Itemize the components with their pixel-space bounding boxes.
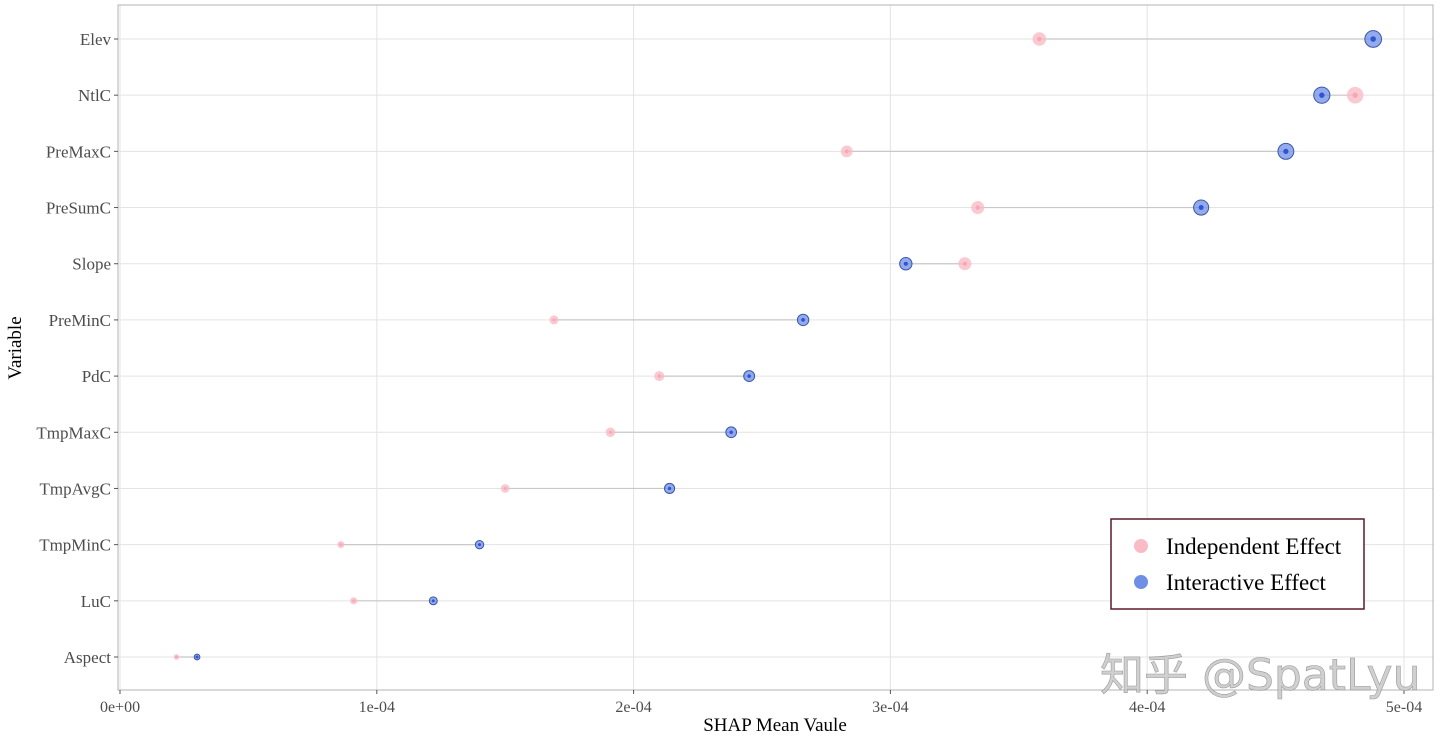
y-tick-labels: Elev NtlC PreMaxC PreSumC Slope PreMinC PdC Tmp… [36,30,118,667]
point-interactive-center [801,318,805,322]
point-interactive-center [667,486,672,491]
points [173,30,1383,661]
point-independent-center [339,543,343,547]
point-independent-center [844,149,849,154]
y-tick-label: TmpMinC [39,536,111,555]
x-tick-label: 2e-04 [615,699,651,716]
legend: Independent Effect Interactive Effect [1110,518,1365,610]
legend-label-interactive: Interactive Effect [1166,570,1326,595]
point-interactive-center [1198,205,1204,211]
legend-box [1110,518,1365,610]
point-independent-center [657,374,661,378]
x-tick-label: 4e-04 [1129,699,1165,716]
plot-panel-border [117,4,1434,691]
y-tick-label: PreSumC [46,199,111,218]
point-independent-center [503,486,507,490]
point-independent-center [962,261,967,266]
point-interactive-center [729,430,733,435]
watermark: 知乎 @SpatLyu [1100,650,1420,701]
point-independent-center [352,599,356,603]
point-interactive-center [903,261,908,266]
point-independent-center [1352,92,1358,98]
point-independent-center [174,655,178,659]
y-tick-label: LuC [81,592,111,611]
y-tick-label: Slope [72,255,111,274]
point-interactive-center [747,374,751,378]
x-axis-title: SHAP Mean Vaule [703,715,847,736]
point-independent-center [1037,36,1042,42]
point-interactive-center [478,543,482,547]
point-interactive-center [195,655,199,659]
y-tick-label: TmpMaxC [36,423,111,442]
x-tick-label: 5e-04 [1386,699,1422,716]
point-independent-center [975,205,980,210]
x-tick-label: 0e+00 [100,699,140,716]
point-interactive-center [431,599,435,603]
segments [176,38,1374,658]
legend-key-interactive [1134,575,1148,589]
point-interactive-center [1370,36,1376,42]
point-interactive-center [1283,148,1289,154]
point-independent-center [552,318,556,322]
y-tick-label: PreMinC [49,311,111,330]
y-tick-label: Aspect [64,648,111,667]
legend-key-independent [1134,539,1148,553]
grid [118,5,1433,690]
point-independent-center [608,430,613,434]
y-axis-title: Variable [5,316,26,379]
y-tick-label: PreMaxC [46,142,111,161]
x-tick-label: 1e-04 [359,699,395,716]
x-tick-label: 3e-04 [872,699,908,716]
y-tick-label: Elev [80,30,112,49]
legend-label-independent: Independent Effect [1166,534,1342,559]
x-tick-labels: 0e+00 1e-04 2e-04 3e-04 4e-04 5e-04 [100,690,1422,716]
y-tick-label: PdC [82,367,111,386]
y-tick-label: NtlC [78,86,111,105]
y-tick-label: TmpAvgC [40,479,111,498]
point-interactive-center [1319,92,1325,98]
